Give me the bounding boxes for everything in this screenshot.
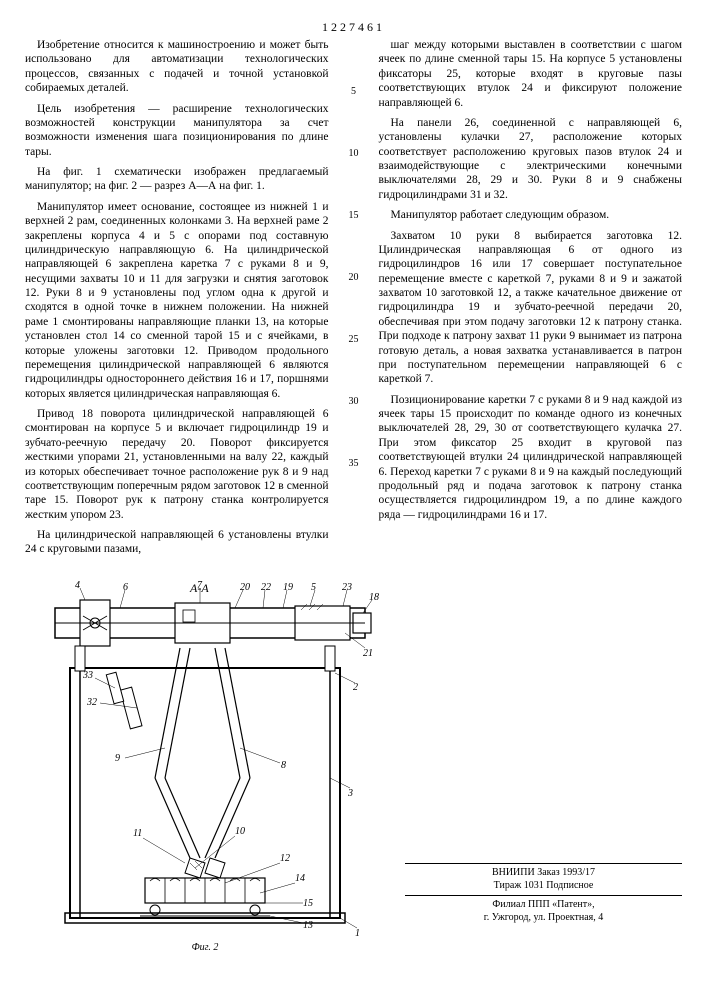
svg-text:3: 3 bbox=[347, 788, 353, 799]
para: На фиг. 1 схематически изображен предлаг… bbox=[25, 165, 329, 194]
svg-text:8: 8 bbox=[281, 760, 286, 771]
line-mark: 35 bbox=[347, 458, 361, 471]
svg-text:9: 9 bbox=[115, 753, 120, 764]
line-mark: 10 bbox=[347, 148, 361, 161]
para: Захватом 10 руки 8 выбирается заготовка … bbox=[379, 229, 683, 387]
document-number: 1227461 bbox=[25, 20, 682, 35]
svg-text:2: 2 bbox=[353, 682, 358, 693]
line-mark: 15 bbox=[347, 210, 361, 223]
footer-line: г. Ужгород, ул. Проектная, 4 bbox=[405, 912, 682, 925]
svg-text:22: 22 bbox=[261, 582, 271, 593]
line-number-gutter: 5 10 15 20 25 30 35 bbox=[347, 38, 361, 563]
svg-text:11: 11 bbox=[133, 828, 142, 839]
svg-text:10: 10 bbox=[235, 826, 245, 837]
svg-text:4: 4 bbox=[75, 580, 80, 591]
svg-text:6: 6 bbox=[123, 582, 128, 593]
line-mark: 5 bbox=[347, 86, 361, 99]
svg-text:20: 20 bbox=[240, 582, 250, 593]
line-mark: 30 bbox=[347, 396, 361, 409]
svg-text:5: 5 bbox=[311, 582, 316, 593]
para: На панели 26, соединенной с направляющей… bbox=[379, 116, 683, 202]
right-column: шаг между которыми выставлен в соответст… bbox=[379, 38, 683, 563]
left-column: Изобретение относится к машиностроению и… bbox=[25, 38, 329, 563]
para: Манипулятор работает следующим образом. bbox=[379, 208, 683, 222]
para: Цель изобретения — расширение технологич… bbox=[25, 102, 329, 160]
svg-text:21: 21 bbox=[363, 648, 373, 659]
svg-text:18: 18 bbox=[369, 592, 379, 603]
svg-text:32: 32 bbox=[86, 697, 97, 708]
para: шаг между которыми выставлен в соответст… bbox=[379, 38, 683, 110]
para: Манипулятор имеет основание, состоящее и… bbox=[25, 200, 329, 401]
svg-text:19: 19 bbox=[283, 582, 293, 593]
svg-text:14: 14 bbox=[295, 873, 305, 884]
figure-container: А-А bbox=[25, 578, 385, 955]
figure-area: А-А bbox=[25, 578, 682, 955]
imprint-footer: ВНИИПИ Заказ 1993/17 Тираж 1031 Подписно… bbox=[405, 578, 682, 955]
figure-2: А-А bbox=[25, 578, 385, 938]
footer-line: ВНИИПИ Заказ 1993/17 bbox=[405, 867, 682, 880]
footer-line: Тираж 1031 Подписное bbox=[405, 880, 682, 893]
svg-text:15: 15 bbox=[303, 898, 313, 909]
footer-line: Филиал ППП «Патент», bbox=[405, 899, 682, 912]
svg-text:1: 1 bbox=[355, 928, 360, 938]
svg-text:13: 13 bbox=[303, 920, 313, 931]
para: Привод 18 поворота цилиндрической направ… bbox=[25, 407, 329, 522]
svg-text:12: 12 bbox=[280, 853, 290, 864]
para: Изобретение относится к машиностроению и… bbox=[25, 38, 329, 96]
para: Позиционирование каретки 7 с руками 8 и … bbox=[379, 393, 683, 522]
text-columns: Изобретение относится к машиностроению и… bbox=[25, 38, 682, 563]
figure-caption: Фиг. 2 bbox=[25, 942, 385, 955]
svg-text:33: 33 bbox=[82, 670, 93, 681]
line-mark: 20 bbox=[347, 272, 361, 285]
line-mark: 25 bbox=[347, 334, 361, 347]
para: На цилиндрической направляющей 6 установ… bbox=[25, 528, 329, 557]
svg-text:23: 23 bbox=[342, 582, 352, 593]
